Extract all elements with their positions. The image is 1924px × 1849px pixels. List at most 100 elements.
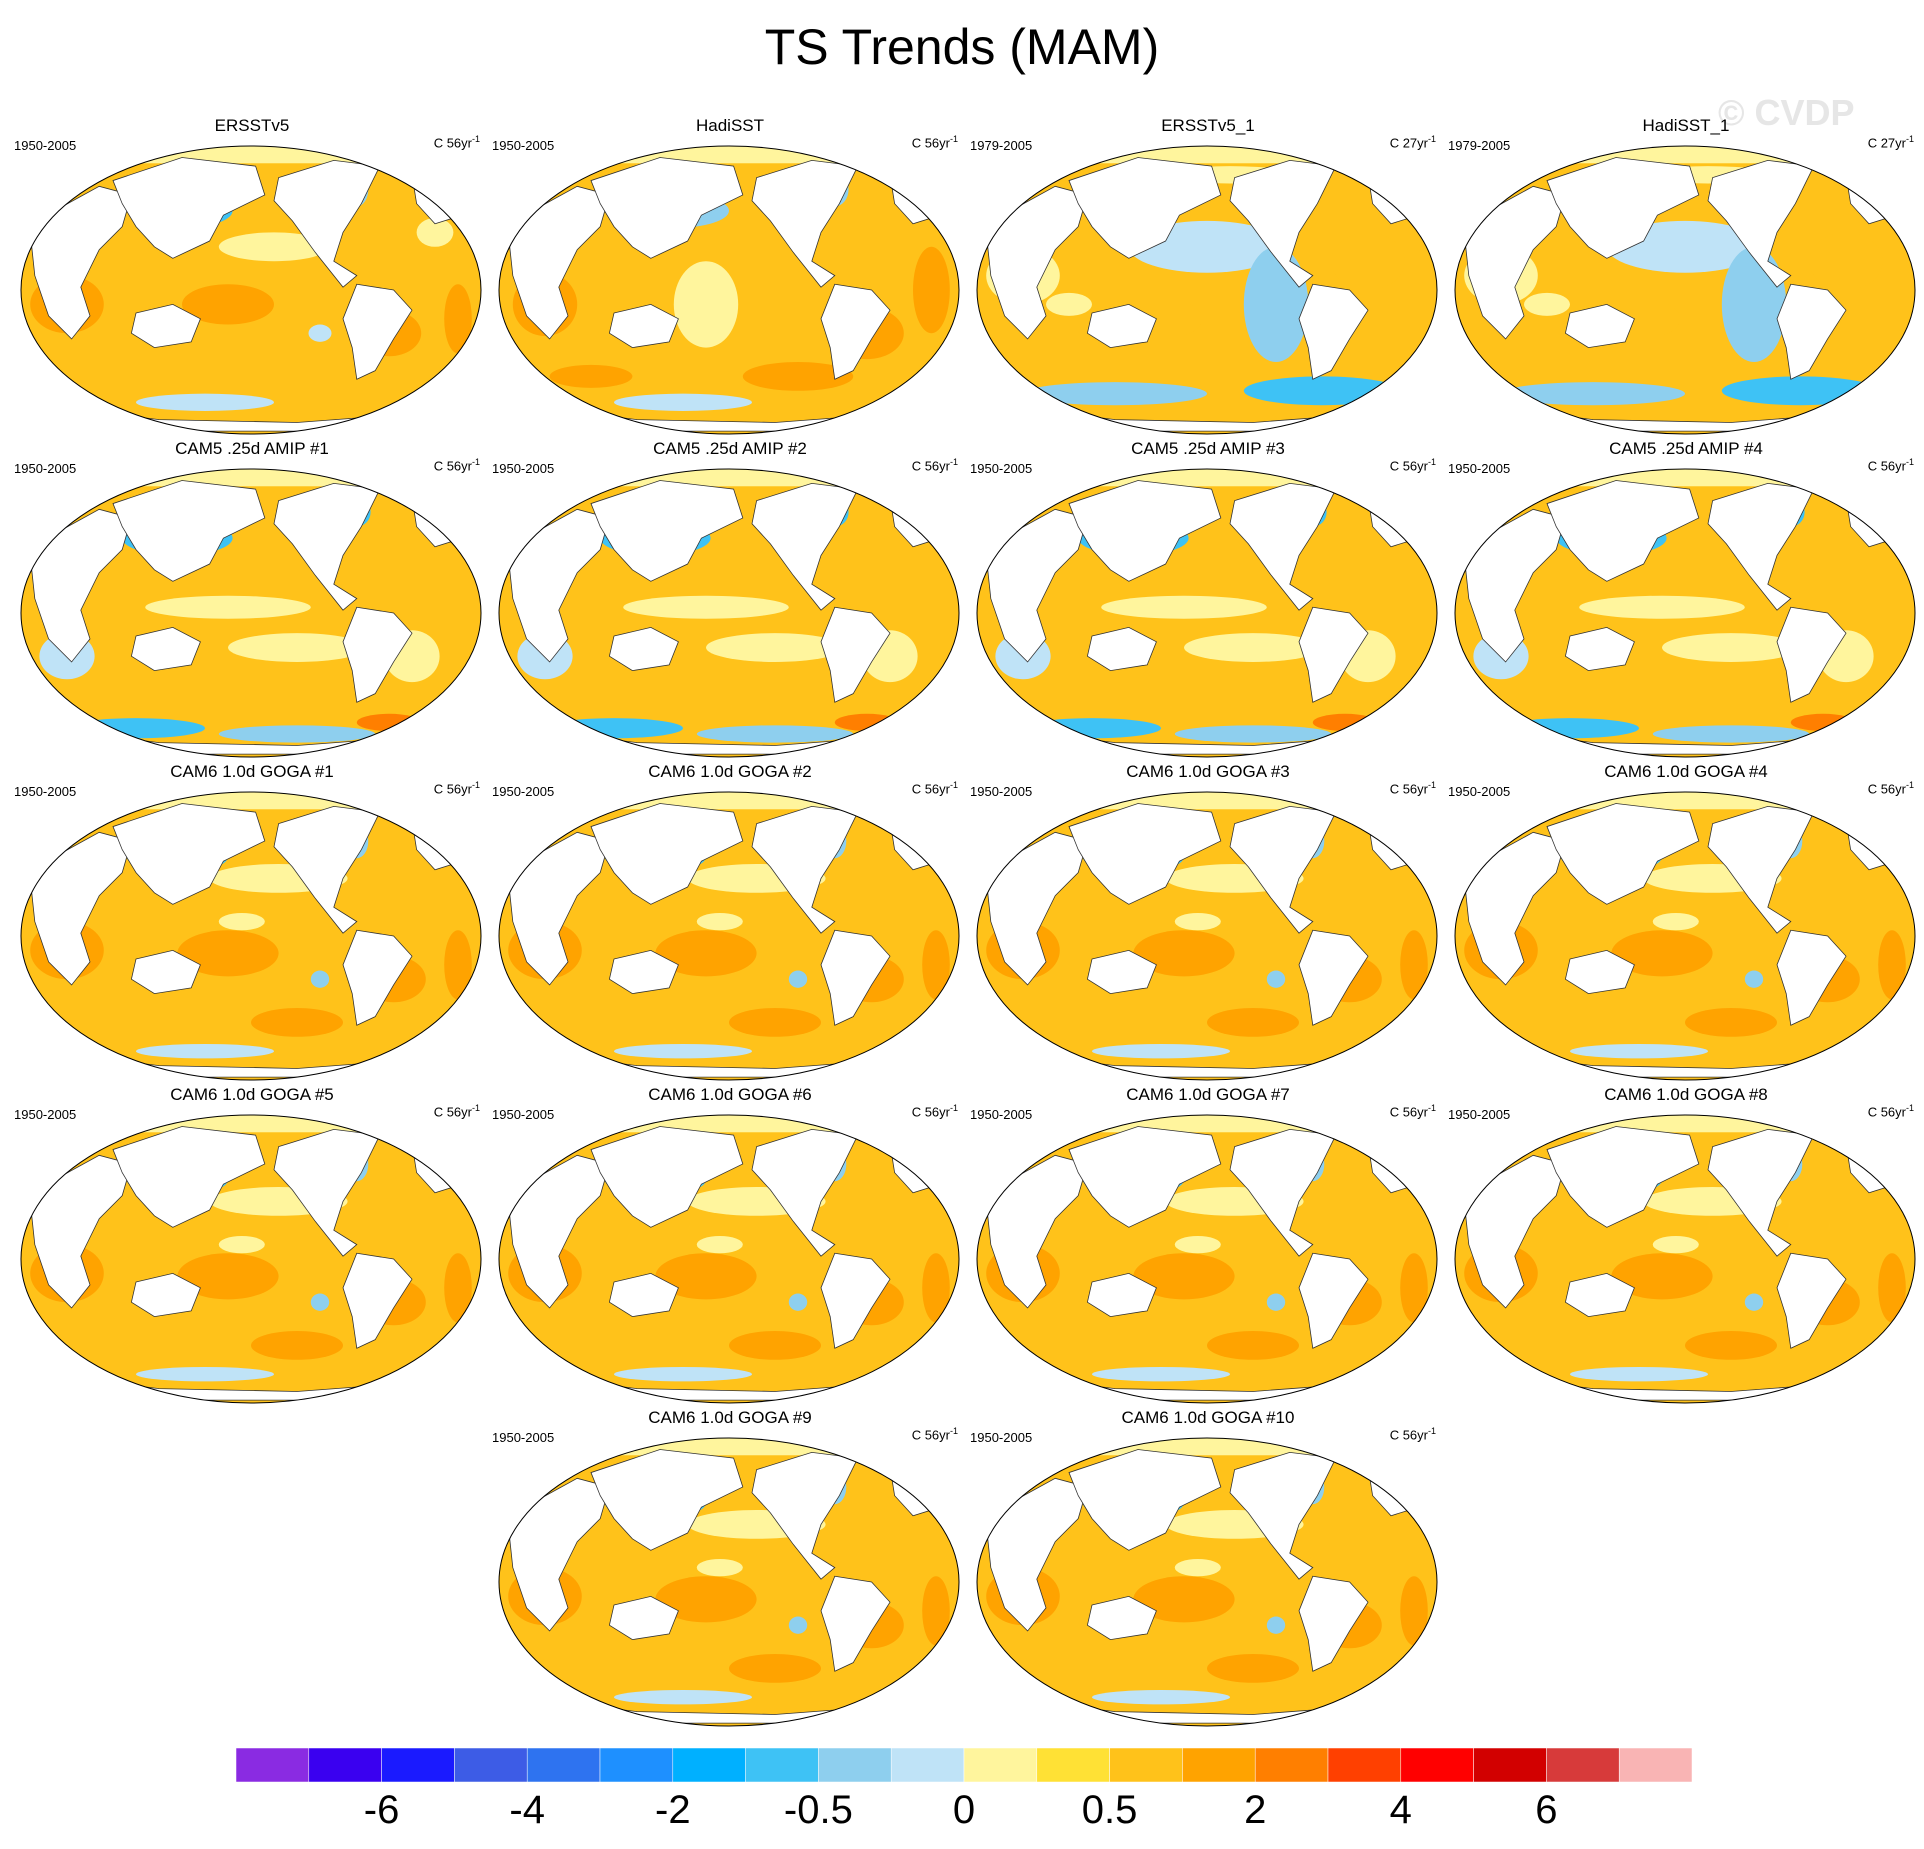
- anomaly-region: [1611, 930, 1713, 977]
- panel-units-exponent: -1: [471, 134, 480, 144]
- anomaly-region: [1174, 1235, 1221, 1254]
- anomaly-region: [1652, 912, 1699, 931]
- australia-land: [608, 626, 679, 672]
- anomaly-region: [913, 246, 950, 334]
- panel-period: 1950-2005: [970, 1430, 1033, 1445]
- colorbar-swatch: [1400, 1748, 1474, 1782]
- map-border: [20, 468, 482, 758]
- arctic-band: [499, 792, 959, 810]
- anomaly-region: [922, 1576, 950, 1646]
- asia-land: [590, 157, 744, 259]
- panel-units-text: C 56yr: [1389, 781, 1428, 797]
- anomaly-region: [1243, 246, 1309, 362]
- world-map: [976, 468, 1438, 758]
- world-map: [498, 791, 960, 1081]
- panel-title: CAM6 1.0d GOGA #9: [648, 1408, 812, 1427]
- panel-title: CAM5 .25d AMIP #4: [1609, 439, 1763, 458]
- south-america-land: [1298, 929, 1369, 1026]
- south-america-land: [342, 929, 413, 1026]
- colorbar-swatch: [599, 1748, 674, 1782]
- panel-units-text: C 56yr: [911, 781, 950, 797]
- colorbar-swatch: [745, 1748, 819, 1782]
- anomaly-region: [729, 1331, 821, 1360]
- panel-units-text: C 56yr: [1389, 1427, 1428, 1443]
- colorbar-swatch: [1618, 1748, 1692, 1782]
- anomaly-region: [308, 324, 332, 342]
- panel-title: CAM6 1.0d GOGA #2: [648, 762, 812, 781]
- panel-period: 1979-2005: [970, 138, 1033, 153]
- arctic-band: [21, 146, 481, 164]
- panel-title: CAM5 .25d AMIP #1: [175, 439, 329, 458]
- anomaly-region: [1400, 930, 1428, 1000]
- panel-units-exponent: -1: [1905, 780, 1914, 790]
- world-map: [20, 145, 482, 435]
- colorbar-swatch: [672, 1748, 746, 1782]
- arctic-band: [21, 792, 481, 810]
- colorbar-swatch: [526, 1748, 601, 1782]
- anomaly-region: [1570, 1044, 1708, 1059]
- anomaly-region: [145, 595, 311, 619]
- colorbar-swatch: [381, 1748, 455, 1782]
- world-map: [976, 1114, 1438, 1404]
- map-border: [976, 145, 1438, 435]
- anomaly-region: [1652, 725, 1810, 743]
- panel-period: 1950-2005: [14, 1107, 77, 1122]
- panel-units: C 56yr-1: [434, 780, 480, 796]
- map-panel: HadiSST 1950-2005 C 56yr-1: [492, 116, 968, 436]
- panel-title: CAM6 1.0d GOGA #8: [1604, 1085, 1768, 1104]
- australia-land: [608, 1272, 679, 1318]
- arctic-band: [977, 1438, 1437, 1456]
- colorbar-label: -0.5: [783, 1788, 853, 1832]
- world-map: [1454, 791, 1916, 1081]
- map-panel: CAM6 1.0d GOGA #7 1950-2005 C 56yr-1: [970, 1085, 1446, 1405]
- asia-land: [1068, 157, 1222, 259]
- anomaly-region: [218, 912, 265, 931]
- panel-units-text: C 56yr: [911, 135, 950, 151]
- anomaly-region: [67, 718, 205, 739]
- australia-land: [1086, 1272, 1157, 1318]
- panel-period: 1950-2005: [492, 1430, 555, 1445]
- map-border: [976, 1437, 1438, 1727]
- page-title: TS Trends (MAM): [764, 19, 1160, 75]
- anomaly-region: [788, 1293, 808, 1311]
- map-panel: CAM6 1.0d GOGA #4 1950-2005 C 56yr-1: [1448, 762, 1924, 1082]
- world-map: [20, 791, 482, 1081]
- world-map: [498, 1114, 960, 1404]
- anomaly-region: [1721, 246, 1787, 362]
- map-border: [498, 145, 960, 435]
- map-border: [1454, 1114, 1916, 1404]
- anomaly-region: [218, 1235, 265, 1254]
- colorbar-swatch: [1182, 1748, 1256, 1782]
- anomaly-region: [444, 284, 472, 354]
- anomaly-region: [1023, 382, 1207, 406]
- asia-land: [1068, 1126, 1222, 1228]
- panel-units: C 56yr-1: [1390, 457, 1436, 473]
- map-border: [498, 1114, 960, 1404]
- asia-land: [590, 480, 744, 582]
- arctic-band: [499, 1438, 959, 1456]
- anomaly-region: [1400, 1576, 1428, 1646]
- panel-title: CAM5 .25d AMIP #2: [653, 439, 807, 458]
- anomaly-region: [655, 1576, 757, 1623]
- anomaly-region: [1174, 725, 1332, 743]
- map-panel: CAM6 1.0d GOGA #9 1950-2005 C 56yr-1: [492, 1408, 968, 1728]
- map-border: [1454, 791, 1916, 1081]
- anomaly-region: [1400, 1253, 1428, 1323]
- panel-units: C 56yr-1: [1390, 1103, 1436, 1119]
- south-america-land: [820, 1252, 891, 1349]
- arctic-band: [499, 469, 959, 487]
- panel-units: C 56yr-1: [912, 1103, 958, 1119]
- south-america-land: [342, 1252, 413, 1349]
- anomaly-region: [310, 1293, 330, 1311]
- panel-units: C 27yr-1: [1868, 134, 1914, 150]
- anomaly-region: [1266, 970, 1286, 988]
- panel-units-exponent: -1: [1905, 1103, 1914, 1113]
- world-map: [1454, 145, 1916, 435]
- colorbar-swatch: [1327, 1748, 1402, 1782]
- panel-units: C 27yr-1: [1390, 134, 1436, 150]
- panel-units: C 56yr-1: [912, 457, 958, 473]
- anomaly-region: [1207, 1654, 1299, 1683]
- anomaly-region: [177, 930, 279, 977]
- map-panel: CAM6 1.0d GOGA #8 1950-2005 C 56yr-1: [1448, 1085, 1924, 1405]
- arctic-band: [977, 1115, 1437, 1133]
